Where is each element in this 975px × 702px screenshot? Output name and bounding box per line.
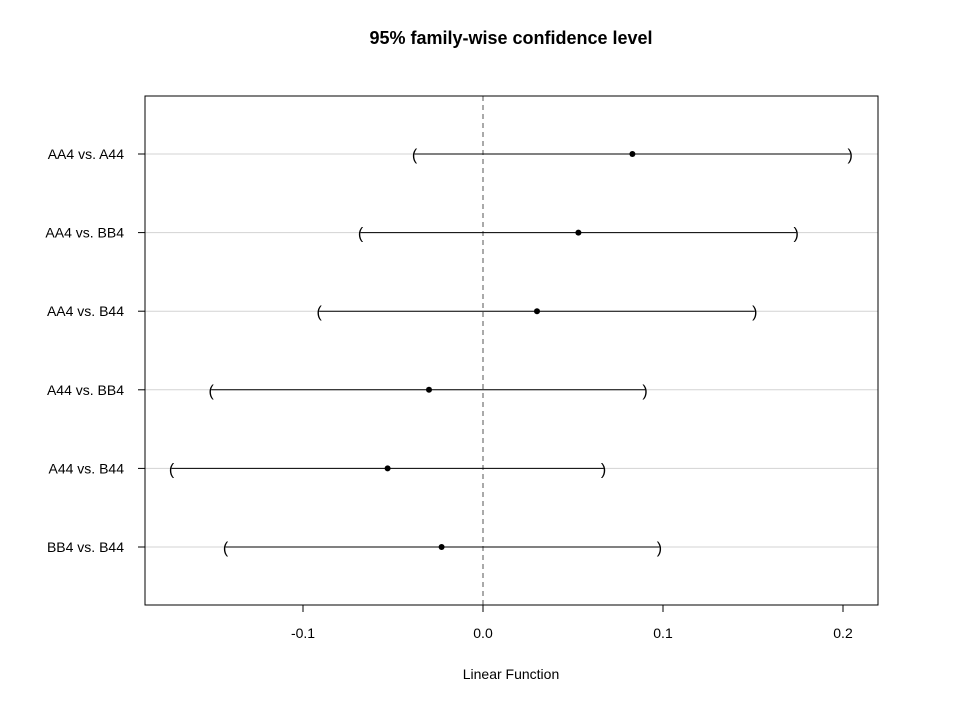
interval-lower-bracket: ( — [223, 540, 229, 557]
y-tick-label: A44 vs. BB4 — [47, 382, 124, 398]
estimate-point — [575, 229, 582, 236]
x-tick-label: 0.1 — [653, 625, 673, 641]
estimate-point — [438, 544, 445, 550]
interval-lower-bracket: ( — [209, 383, 215, 400]
chart-title: 95% family-wise confidence level — [369, 28, 652, 48]
y-tick-label: AA4 vs. B44 — [47, 303, 124, 319]
interval-lower-bracket: ( — [358, 226, 364, 243]
y-tick-label: AA4 vs. BB4 — [45, 225, 124, 241]
estimate-point — [384, 465, 391, 472]
grid-layer — [145, 153, 878, 548]
interval-upper-bracket: ) — [642, 383, 647, 400]
interval-upper-bracket: ) — [601, 461, 606, 478]
y-tick-label: A44 vs. B44 — [49, 460, 125, 476]
interval-upper-bracket: ) — [848, 147, 853, 164]
interval-lower-bracket: ( — [317, 304, 323, 321]
interval-upper-bracket: ) — [752, 304, 757, 321]
y-tick-label: BB4 vs. B44 — [47, 539, 124, 555]
x-axis-label: Linear Function — [463, 666, 560, 682]
x-tick-label: 0.2 — [833, 625, 853, 641]
plot-frame — [144, 95, 879, 606]
x-tick-label: 0.0 — [473, 625, 493, 641]
interval-lower-bracket: ( — [412, 147, 418, 164]
y-tick-label: AA4 vs. A44 — [48, 146, 124, 162]
interval-upper-bracket: ) — [657, 540, 662, 557]
interval-layer: () () () () () () — [169, 147, 853, 557]
interval-lower-bracket: ( — [169, 461, 175, 478]
x-tick-label: -0.1 — [291, 625, 315, 641]
y-tick-labels: AA4 vs. A44 AA4 vs. BB4 AA4 vs. B44 A44 vs.… — [45, 146, 145, 555]
x-axis: -0.1 0.0 0.1 0.2 — [291, 604, 853, 641]
interval-upper-bracket: ) — [794, 226, 799, 243]
estimate-point — [629, 151, 636, 157]
estimate-point — [426, 386, 432, 393]
estimate-point — [534, 308, 540, 315]
